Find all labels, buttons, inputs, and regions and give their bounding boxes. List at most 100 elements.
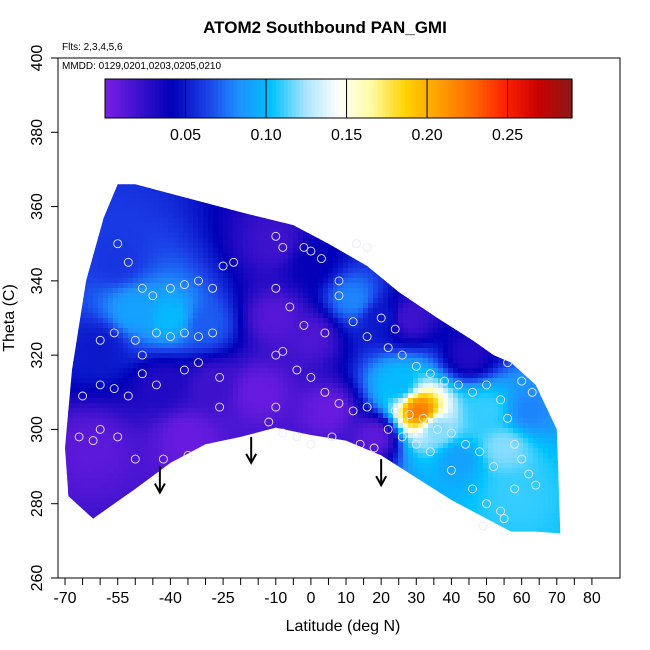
field-cell bbox=[293, 333, 299, 339]
field-cell bbox=[223, 333, 229, 339]
field-cell bbox=[218, 268, 224, 274]
field-cell bbox=[253, 293, 259, 299]
field-cell bbox=[173, 443, 179, 449]
field-cell bbox=[188, 208, 194, 214]
field-cell bbox=[63, 128, 69, 134]
field-cell bbox=[68, 538, 74, 544]
field-cell bbox=[203, 293, 209, 299]
field-cell bbox=[178, 223, 184, 229]
field-cell bbox=[188, 358, 194, 364]
field-cell bbox=[83, 488, 89, 494]
field-cell bbox=[223, 208, 229, 214]
field-cell bbox=[283, 398, 289, 404]
field-cell bbox=[138, 278, 144, 284]
field-cell bbox=[268, 213, 274, 219]
field-cell bbox=[158, 153, 164, 159]
field-cell bbox=[103, 138, 109, 144]
field-cell bbox=[218, 488, 224, 494]
field-cell bbox=[118, 518, 124, 524]
field-cell bbox=[233, 68, 239, 74]
field-cell bbox=[128, 233, 134, 239]
field-cell bbox=[193, 413, 199, 419]
field-cell bbox=[143, 128, 149, 134]
field-cell bbox=[228, 403, 234, 409]
field-cell bbox=[258, 368, 264, 374]
field-cell bbox=[78, 188, 84, 194]
field-cell bbox=[283, 338, 289, 344]
field-cell bbox=[263, 388, 269, 394]
field-cell bbox=[128, 203, 134, 209]
field-cell bbox=[123, 418, 129, 424]
field-cell bbox=[293, 273, 299, 279]
field-cell bbox=[218, 118, 224, 124]
field-cell bbox=[103, 283, 109, 289]
field-cell bbox=[243, 468, 249, 474]
field-cell bbox=[293, 118, 299, 124]
field-cell bbox=[223, 528, 229, 534]
field-cell bbox=[198, 503, 204, 509]
field-cell bbox=[258, 263, 264, 269]
field-cell bbox=[118, 278, 124, 284]
field-cell bbox=[213, 248, 219, 254]
field-cell bbox=[73, 193, 79, 199]
field-cell bbox=[73, 318, 79, 324]
field-cell bbox=[138, 333, 144, 339]
field-cell bbox=[143, 443, 149, 449]
field-cell bbox=[223, 288, 229, 294]
field-cell bbox=[243, 253, 249, 259]
field-cell bbox=[153, 568, 159, 574]
field-cell bbox=[233, 418, 239, 424]
field-cell bbox=[103, 513, 109, 519]
field-cell bbox=[68, 383, 74, 389]
field-cell bbox=[273, 493, 279, 499]
field-cell bbox=[208, 423, 214, 429]
field-cell bbox=[143, 418, 149, 424]
field-cell bbox=[238, 388, 244, 394]
field-cell bbox=[203, 148, 209, 154]
field-cell bbox=[98, 533, 104, 534]
field-cell bbox=[288, 68, 294, 74]
field-cell bbox=[88, 263, 94, 269]
field-cell bbox=[58, 398, 64, 404]
field-cell bbox=[193, 148, 199, 154]
field-cell bbox=[133, 193, 139, 199]
field-cell bbox=[158, 543, 164, 549]
field-cell bbox=[233, 293, 239, 299]
field-cell bbox=[293, 513, 299, 519]
field-cell bbox=[143, 528, 149, 534]
field-cell bbox=[188, 508, 194, 514]
field-cell bbox=[173, 498, 179, 504]
field-cell bbox=[143, 353, 149, 359]
field-cell bbox=[153, 473, 159, 479]
field-cell bbox=[218, 188, 224, 194]
field-cell bbox=[65, 333, 69, 339]
field-cell bbox=[283, 388, 289, 394]
field-cell bbox=[103, 458, 109, 464]
field-cell bbox=[68, 318, 74, 324]
field-cell bbox=[148, 133, 154, 139]
field-cell bbox=[198, 248, 204, 254]
field-cell bbox=[198, 288, 204, 294]
field-cell bbox=[58, 73, 64, 79]
field-cell bbox=[153, 478, 159, 484]
field-cell bbox=[148, 413, 154, 419]
field-cell bbox=[163, 463, 169, 469]
field-cell bbox=[133, 203, 139, 209]
field-cell bbox=[293, 468, 299, 474]
field-cell bbox=[208, 493, 214, 499]
field-cell bbox=[288, 148, 294, 154]
field-cell bbox=[58, 323, 64, 329]
field-cell bbox=[113, 213, 119, 219]
field-cell bbox=[218, 253, 224, 259]
field-cell bbox=[58, 228, 64, 234]
field-cell bbox=[78, 303, 84, 309]
field-cell bbox=[193, 558, 199, 564]
field-cell bbox=[88, 563, 94, 569]
field-cell bbox=[118, 268, 124, 274]
field-cell bbox=[128, 338, 134, 344]
field-cell bbox=[228, 63, 234, 69]
field-cell bbox=[268, 388, 274, 394]
field-cell bbox=[238, 73, 244, 79]
field-cell bbox=[228, 148, 234, 154]
field-cell bbox=[183, 408, 189, 414]
